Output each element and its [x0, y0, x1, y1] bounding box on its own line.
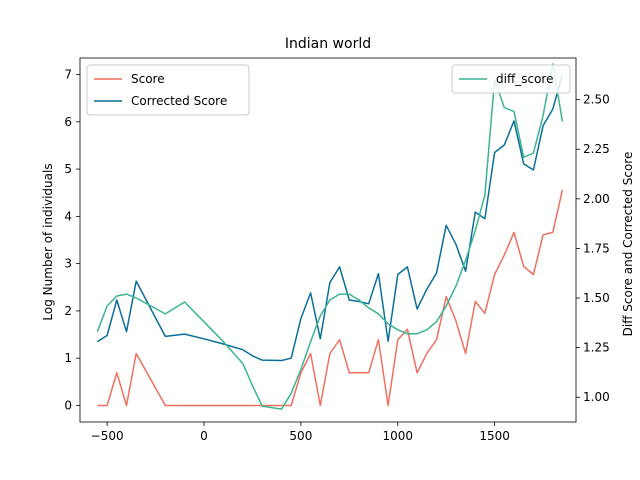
y-axis-label: Log Number of individuals — [41, 163, 55, 320]
y-tick-label: 2 — [64, 304, 72, 318]
y2-tick-label: 1.25 — [583, 341, 610, 355]
y2-tick-label: 1.75 — [583, 241, 610, 255]
y2-tick-label: 2.50 — [583, 93, 610, 107]
legend-box — [86, 64, 250, 116]
x-tick-label: 1000 — [382, 429, 413, 443]
y-tick-label: 3 — [64, 257, 72, 271]
legend-box — [451, 64, 571, 94]
y-tick-label: 1 — [64, 351, 72, 365]
axes: −500 0 500 1000 1500 0 1 2 3 4 5 6 7 1.00 1.25 1.50 1.75… — [64, 57, 610, 443]
legend-left: Score Corrected Score — [86, 64, 250, 116]
chart-title: Indian world — [285, 36, 371, 52]
axes-frame — [79, 57, 577, 423]
series-line-score — [97, 189, 564, 407]
y2-tick-label: 2.25 — [583, 142, 610, 156]
x-tick-label: −500 — [91, 429, 124, 443]
legend-label: Score — [131, 72, 165, 86]
legend-label: diff_score — [496, 72, 553, 86]
y2-tick-label: 1.00 — [583, 390, 610, 404]
y-tick-label: 7 — [64, 68, 72, 82]
legend-right: diff_score — [451, 64, 571, 94]
y2-axis-label: Diff Score and Corrected Score — [621, 152, 635, 337]
y-tick-label: 0 — [64, 398, 72, 412]
y-tick-label: 4 — [64, 209, 72, 223]
x-tick-label: 500 — [289, 429, 312, 443]
y-tick-label: 6 — [64, 115, 72, 129]
x-tick-label: 1500 — [479, 429, 510, 443]
series-line-corrected-score — [97, 74, 564, 362]
x-tick-label: 0 — [200, 429, 208, 443]
legend-label: Corrected Score — [131, 94, 227, 108]
y-tick-label: 5 — [64, 162, 72, 176]
y2-tick-label: 1.50 — [583, 291, 610, 305]
y2-tick-label: 2.00 — [583, 192, 610, 206]
